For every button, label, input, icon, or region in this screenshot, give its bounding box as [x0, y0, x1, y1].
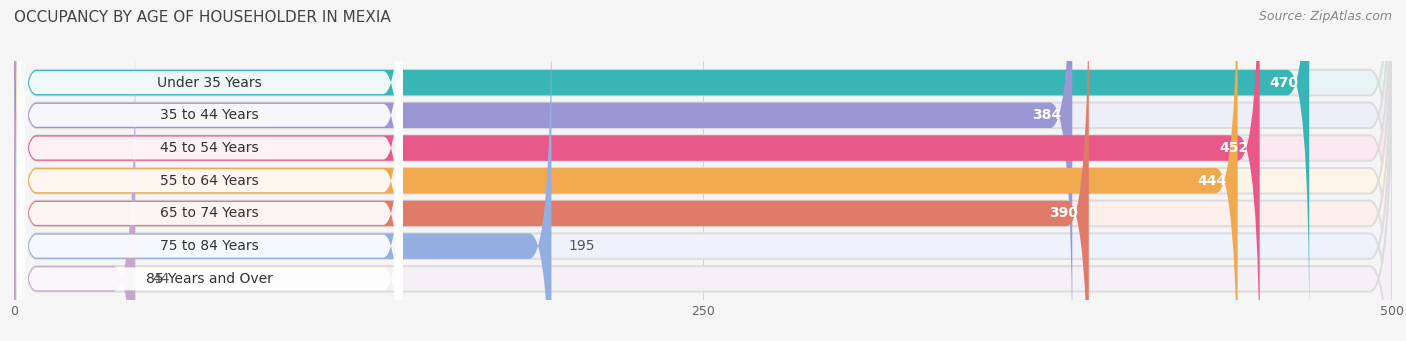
Text: 44: 44 — [152, 272, 169, 286]
FancyBboxPatch shape — [14, 0, 551, 341]
FancyBboxPatch shape — [14, 0, 1392, 341]
Text: 55 to 64 Years: 55 to 64 Years — [160, 174, 259, 188]
Text: 45 to 54 Years: 45 to 54 Years — [160, 141, 259, 155]
FancyBboxPatch shape — [17, 0, 402, 341]
Text: 444: 444 — [1198, 174, 1226, 188]
FancyBboxPatch shape — [14, 30, 135, 341]
Text: 384: 384 — [1032, 108, 1062, 122]
Text: 65 to 74 Years: 65 to 74 Years — [160, 206, 259, 220]
FancyBboxPatch shape — [17, 29, 402, 341]
FancyBboxPatch shape — [17, 0, 402, 341]
FancyBboxPatch shape — [14, 0, 1392, 341]
FancyBboxPatch shape — [17, 0, 402, 300]
Text: 470: 470 — [1270, 76, 1298, 90]
Text: Source: ZipAtlas.com: Source: ZipAtlas.com — [1258, 10, 1392, 23]
FancyBboxPatch shape — [14, 0, 1392, 331]
Text: 35 to 44 Years: 35 to 44 Years — [160, 108, 259, 122]
FancyBboxPatch shape — [14, 0, 1309, 331]
FancyBboxPatch shape — [17, 0, 402, 333]
FancyBboxPatch shape — [14, 0, 1237, 341]
Text: 390: 390 — [1049, 206, 1078, 220]
Text: OCCUPANCY BY AGE OF HOUSEHOLDER IN MEXIA: OCCUPANCY BY AGE OF HOUSEHOLDER IN MEXIA — [14, 10, 391, 25]
FancyBboxPatch shape — [14, 0, 1392, 341]
FancyBboxPatch shape — [14, 0, 1073, 341]
FancyBboxPatch shape — [14, 0, 1088, 341]
FancyBboxPatch shape — [14, 30, 1392, 341]
Text: 85 Years and Over: 85 Years and Over — [146, 272, 273, 286]
FancyBboxPatch shape — [14, 0, 1260, 341]
FancyBboxPatch shape — [17, 61, 402, 341]
Text: 452: 452 — [1219, 141, 1249, 155]
Text: Under 35 Years: Under 35 Years — [157, 76, 262, 90]
Text: 75 to 84 Years: 75 to 84 Years — [160, 239, 259, 253]
Text: 195: 195 — [568, 239, 595, 253]
FancyBboxPatch shape — [17, 0, 402, 341]
FancyBboxPatch shape — [14, 0, 1392, 341]
FancyBboxPatch shape — [14, 0, 1392, 341]
